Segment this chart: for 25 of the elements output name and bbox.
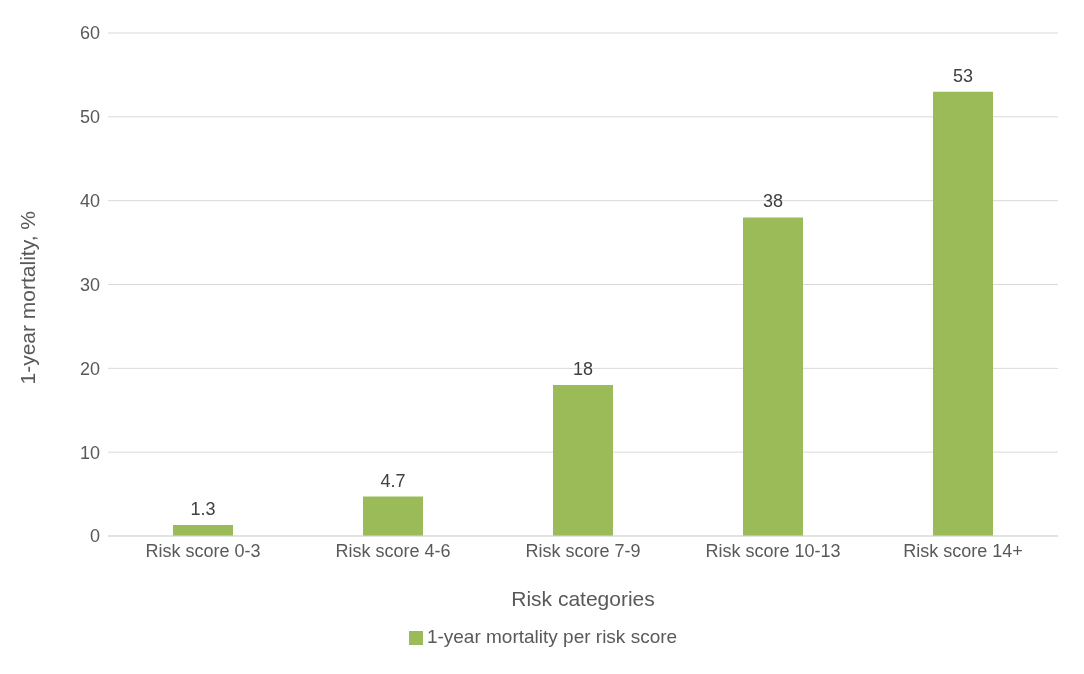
y-tick-label: 30 — [79, 274, 100, 295]
x-axis-title: Risk categories — [511, 587, 655, 610]
x-tick-label: Risk score 14+ — [903, 540, 1023, 561]
y-tick-label: 0 — [89, 526, 100, 547]
bar — [743, 217, 803, 536]
y-tick-label: 60 — [79, 23, 100, 44]
y-tick-label: 10 — [79, 442, 100, 463]
x-tick-label: Risk score 7-9 — [525, 540, 641, 561]
bar — [173, 525, 233, 536]
data-label: 53 — [952, 65, 974, 86]
bar — [553, 385, 613, 536]
bar — [363, 496, 423, 536]
y-tick-label: 20 — [79, 358, 100, 379]
y-tick-label: 40 — [79, 191, 100, 212]
x-tick-label: Risk score 10-13 — [705, 540, 841, 561]
data-label: 38 — [762, 191, 784, 212]
bar — [933, 91, 993, 536]
y-tick-label: 50 — [79, 107, 100, 128]
y-axis-title: 1-year mortality, % — [16, 211, 40, 385]
data-label: 1.3 — [190, 499, 216, 520]
x-tick-label: Risk score 0-3 — [145, 540, 261, 561]
data-label: 18 — [572, 359, 594, 380]
x-tick-label: Risk score 4-6 — [335, 540, 451, 561]
data-label: 4.7 — [380, 470, 406, 491]
legend-label: 1-year mortality per risk score — [426, 626, 678, 647]
